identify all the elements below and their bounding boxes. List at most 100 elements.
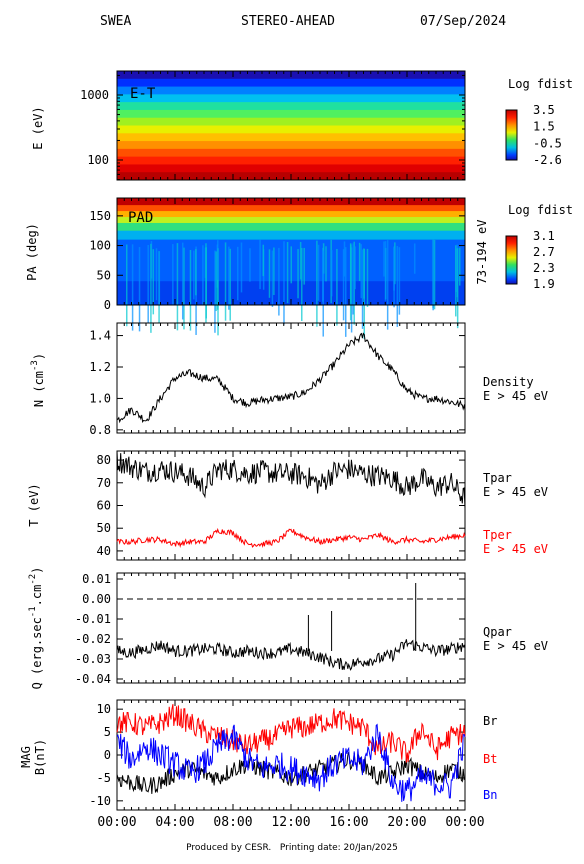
spectrogram-band xyxy=(117,117,465,126)
legend-entry: Density xyxy=(483,375,534,389)
density-ylabel: N (cm-3) xyxy=(30,353,46,407)
temperature-y-tick-label: 50 xyxy=(97,521,111,535)
spectrogram-band xyxy=(117,102,465,111)
pad-streak xyxy=(353,241,355,325)
et-panel-label: E-T xyxy=(130,86,156,102)
pad-streak xyxy=(131,244,134,331)
pad-streak xyxy=(176,243,179,331)
pad-streak xyxy=(268,249,271,298)
instrument-label: SWEA xyxy=(100,14,132,29)
colorbar-tick-label: 1.5 xyxy=(533,120,555,134)
pad-streak xyxy=(262,244,265,277)
footer-print-date: Printing date: 20/Jan/2025 xyxy=(279,843,398,853)
pad-streak xyxy=(172,244,174,305)
spectrogram-band xyxy=(117,78,465,88)
legend-entry-bt: Bt xyxy=(483,752,497,766)
pad-streak xyxy=(150,243,152,333)
colorbar-tick-label: -2.6 xyxy=(533,153,562,167)
pad-streak xyxy=(278,247,280,316)
pad-streak xyxy=(202,245,204,305)
pad-streak xyxy=(181,242,184,320)
et-ylabel: E (eV) xyxy=(31,106,45,149)
pad-streak xyxy=(147,244,149,324)
colorbar-tick-label: 2.7 xyxy=(533,245,555,259)
colorbar-tick-label: 2.3 xyxy=(533,261,555,275)
series-line-br xyxy=(116,752,466,794)
pad-y-tick-label: 50 xyxy=(97,268,111,282)
colorbar-tick-label: 3.1 xyxy=(533,229,555,243)
pad-streak xyxy=(350,244,352,303)
temperature-y-tick-label: 70 xyxy=(97,476,111,490)
pad-band xyxy=(117,222,465,232)
pad-streak xyxy=(286,242,289,304)
temperature-ylabel: T (eV) xyxy=(27,483,41,526)
pad-energy-label: 73-194 eV xyxy=(475,219,489,284)
temperature-y-tick-label: 80 xyxy=(97,453,111,467)
spectrogram-band xyxy=(117,109,465,119)
pad-streak xyxy=(366,248,369,307)
temperature-y-tick-label: 60 xyxy=(97,499,111,513)
density-panel-frame xyxy=(116,322,466,434)
x-tick-label: 04:00 xyxy=(155,815,194,830)
pad-streak xyxy=(363,249,366,339)
pad-streak xyxy=(271,250,274,307)
pad-streak xyxy=(336,248,338,326)
pad-streak xyxy=(361,249,364,329)
pad-streak xyxy=(384,241,387,301)
pad-streak xyxy=(432,239,434,311)
x-tick-label: 16:00 xyxy=(329,815,368,830)
pad-streak xyxy=(217,240,219,280)
legend-entry: E > 45 eV xyxy=(483,389,548,403)
series-line-bn xyxy=(116,723,466,802)
density-y-tick-label: 1.2 xyxy=(89,360,111,374)
legend-entry: E > 45 eV xyxy=(483,639,548,653)
pad-streak xyxy=(183,247,185,330)
heatflux-y-tick-label: -0.04 xyxy=(75,672,111,686)
et-colorbar xyxy=(505,109,518,161)
pad-streak xyxy=(316,240,318,327)
pad-y-tick-label: 150 xyxy=(89,209,111,223)
mag-y-tick-label: -5 xyxy=(97,771,111,785)
legend-entry-bn: Bn xyxy=(483,788,497,802)
et-y-tick-label: 1000 xyxy=(80,88,109,102)
pad-streak xyxy=(158,251,161,306)
pad-band xyxy=(117,205,465,212)
heatflux-y-tick-label: 0.01 xyxy=(82,572,111,586)
x-tick-label: 00:00 xyxy=(445,815,484,830)
pad-streak xyxy=(138,247,141,332)
pad-streak xyxy=(393,247,395,308)
series-line-density xyxy=(116,332,466,424)
mag-y-tick-label: -10 xyxy=(89,794,111,808)
pad-streak xyxy=(317,244,320,301)
date-label: 07/Sep/2024 xyxy=(420,14,507,29)
pad-streak xyxy=(354,246,356,290)
pad-streak xyxy=(224,242,227,321)
spacecraft-label: STEREO-AHEAD xyxy=(241,14,335,29)
pad-streak xyxy=(297,249,299,299)
heatflux-y-tick-label: -0.03 xyxy=(75,652,111,666)
pad-band xyxy=(117,230,465,241)
pad-streak xyxy=(193,250,195,300)
temperature-y-tick-label: 40 xyxy=(97,544,111,558)
pad-streak xyxy=(273,247,275,296)
pad-streak xyxy=(322,250,324,337)
pad-band xyxy=(117,211,465,218)
pad-streak xyxy=(344,247,347,337)
pad-streak xyxy=(125,244,128,327)
legend-entry-tpar-energy: E > 45 eV xyxy=(483,485,548,499)
legend-entry-tper: Tper xyxy=(483,528,512,542)
spectrogram-band xyxy=(117,133,465,142)
pad-streak xyxy=(283,241,285,325)
pad-colorbar-title: Log fdist xyxy=(508,203,573,217)
pad-colorbar xyxy=(505,235,518,285)
series-line-tpar xyxy=(116,450,466,509)
pad-streak xyxy=(342,249,345,321)
pad-streak xyxy=(360,244,362,299)
spectrogram-band xyxy=(117,141,465,150)
pad-streak xyxy=(301,247,303,322)
mag-y-tick-label: 0 xyxy=(104,748,111,762)
spectrogram-band xyxy=(117,86,465,95)
legend-entry-tper-energy: E > 45 eV xyxy=(483,542,548,556)
spectrogram-band xyxy=(117,156,465,165)
